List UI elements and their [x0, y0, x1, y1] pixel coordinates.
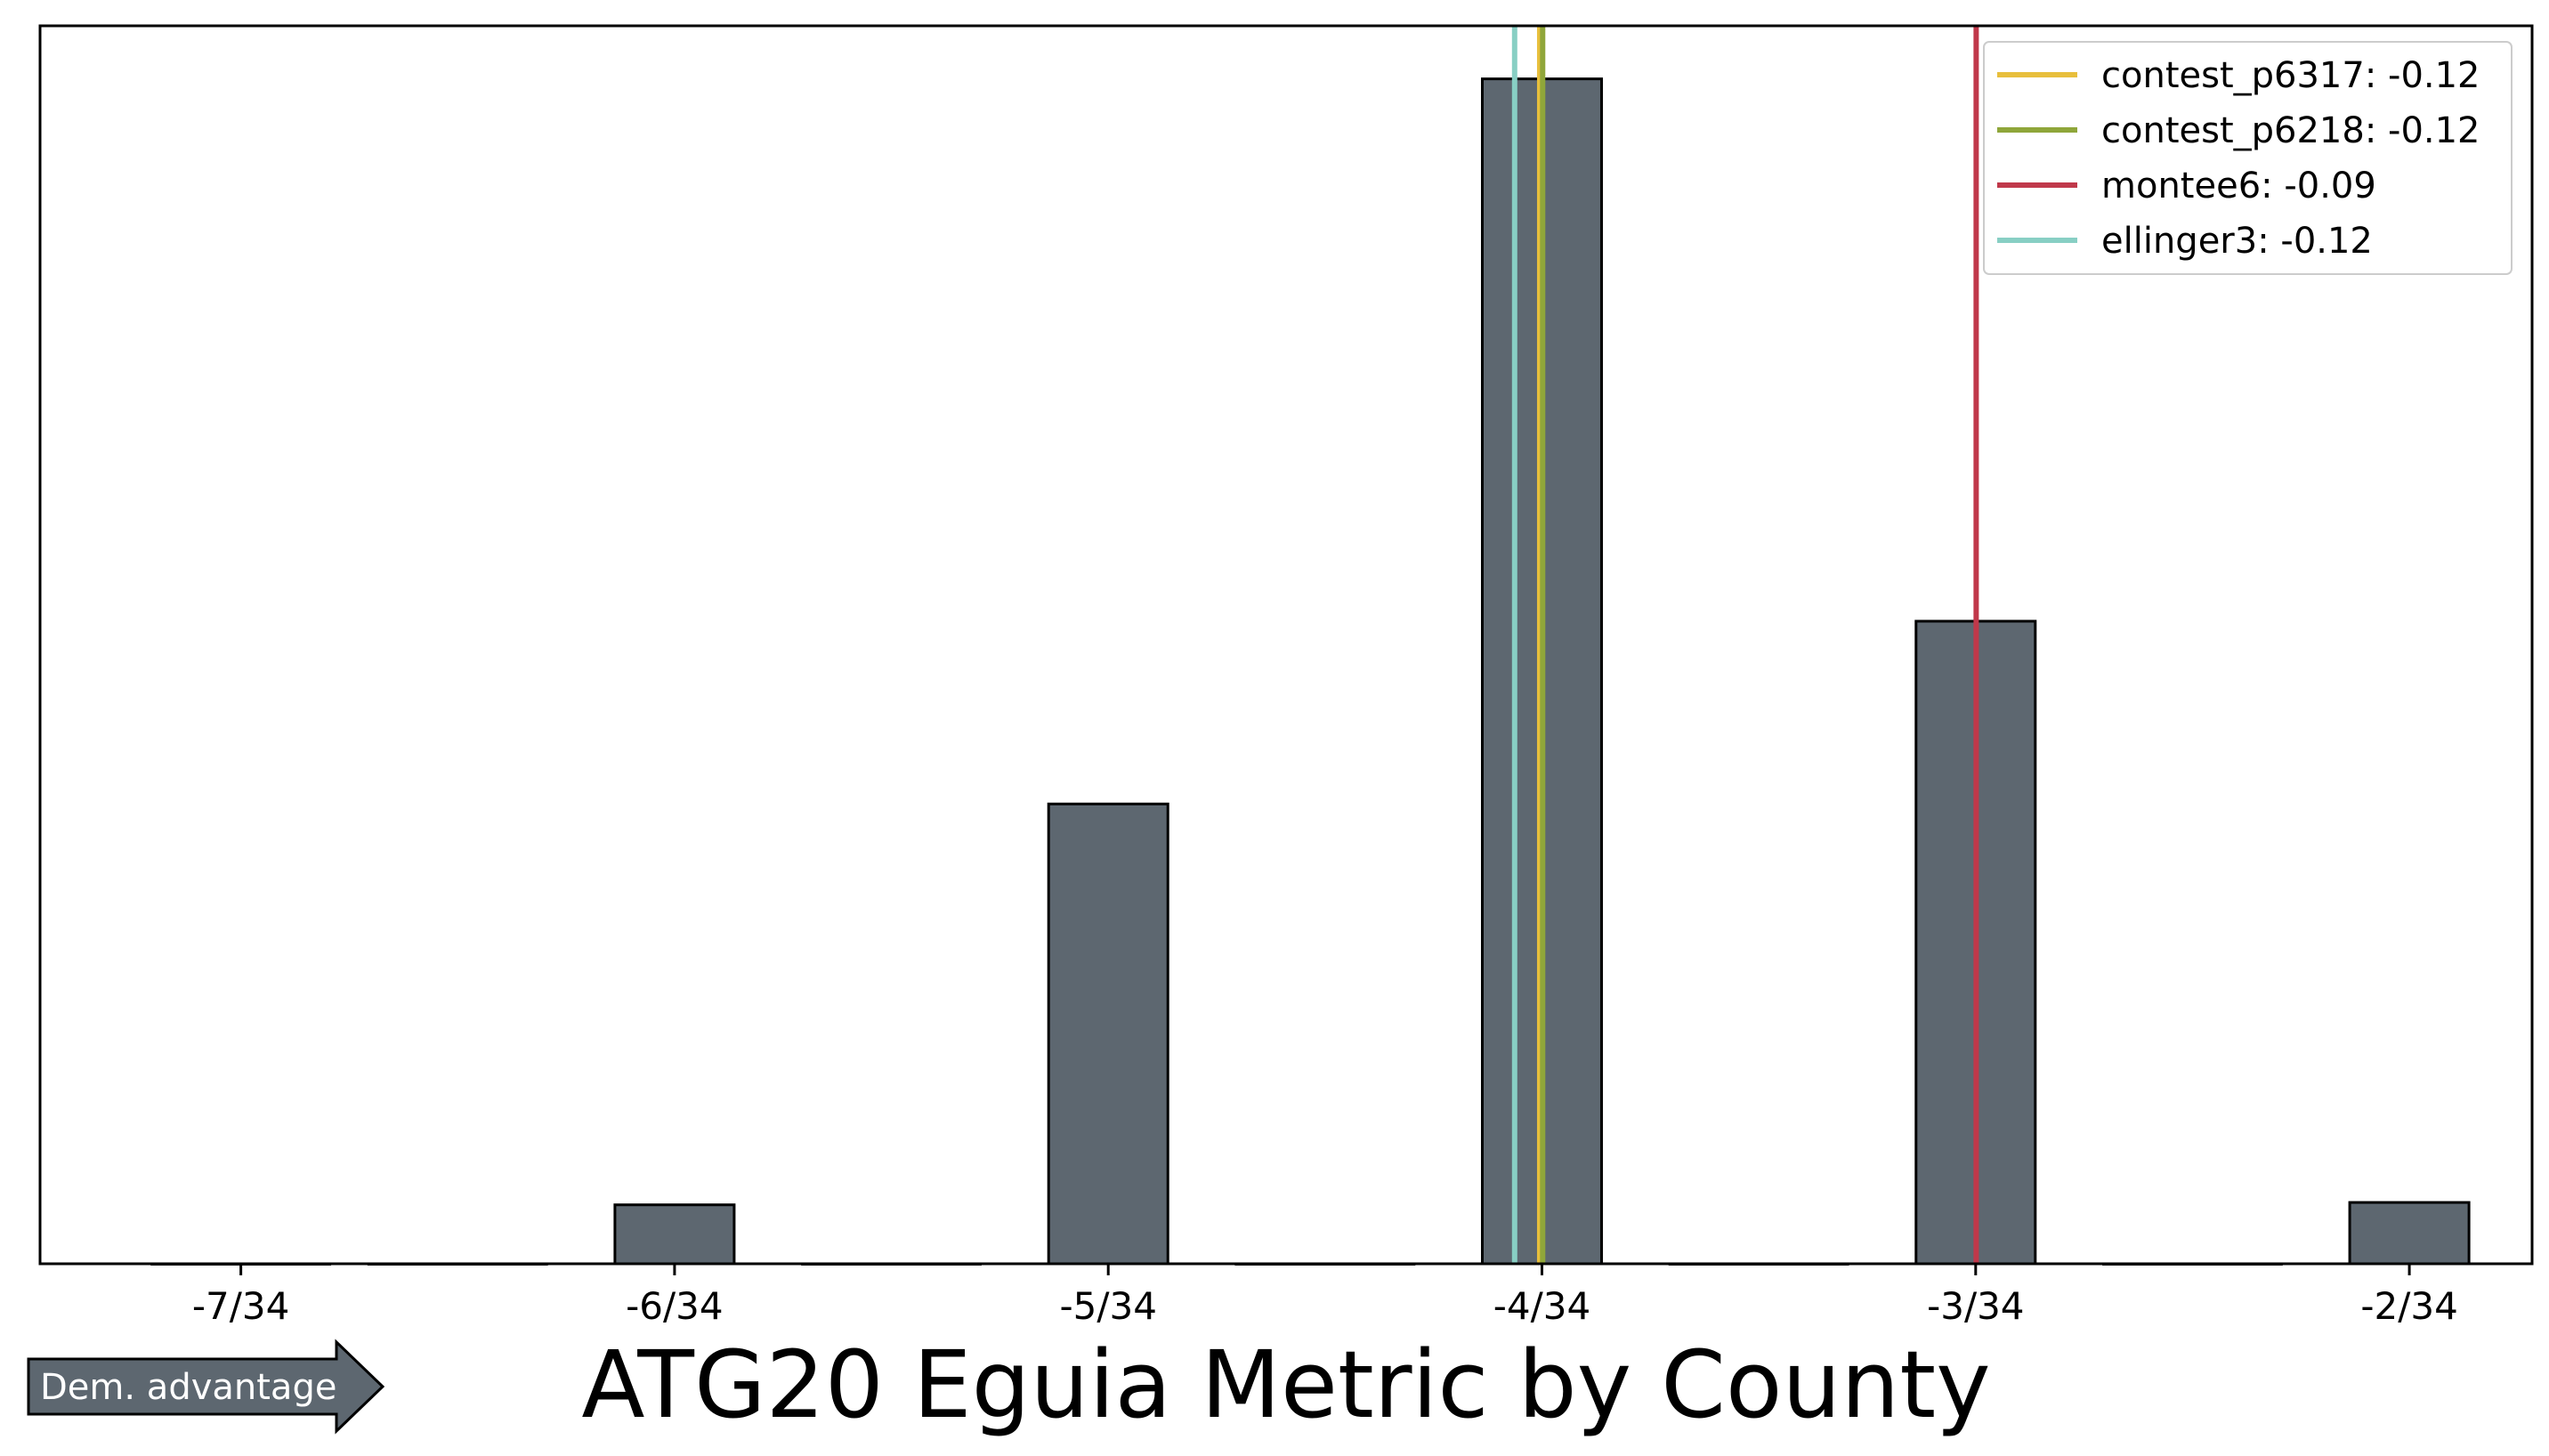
histogram-bar-10 — [2348, 1201, 2471, 1266]
x-tick-label-0: -7/34 — [192, 1284, 289, 1328]
legend-label-2: montee6: -0.09 — [2101, 166, 2376, 206]
x-tick-label-5: -2/34 — [2360, 1284, 2457, 1328]
x-tick-label-4: -3/34 — [1927, 1284, 2024, 1328]
chart-title: ATG20 Eguia Metric by County — [581, 1331, 1990, 1439]
legend: contest_p6317: -0.12 contest_p6218: -0.12… — [1983, 41, 2513, 275]
dem-advantage-arrow: Dem. advantage — [27, 1339, 385, 1435]
x-tick-label-2: -5/34 — [1059, 1284, 1156, 1328]
histogram-bar-4 — [1047, 802, 1169, 1266]
legend-label-1: contest_p6218: -0.12 — [2101, 110, 2480, 151]
legend-box — [1983, 41, 2513, 275]
x-tick-label-3: -4/34 — [1493, 1284, 1590, 1328]
reference-lines-layer — [1511, 26, 1979, 1264]
x-tick-label-1: -6/34 — [626, 1284, 723, 1328]
arrow-label: Dem. advantage — [40, 1367, 336, 1408]
arrow-shape — [27, 1339, 385, 1435]
legend-entries: contest_p6317: -0.12 contest_p6218: -0.12… — [1997, 55, 2480, 262]
legend-label-3: ellinger3: -0.12 — [2101, 221, 2373, 262]
x-axis: -7/34 -6/34 -5/34 -4/34 -3/34 -2/34 — [192, 1264, 2458, 1328]
histogram-bar-2 — [613, 1203, 736, 1266]
plot-frame — [38, 24, 2534, 1266]
legend-label-0: contest_p6317: -0.12 — [2101, 55, 2480, 96]
